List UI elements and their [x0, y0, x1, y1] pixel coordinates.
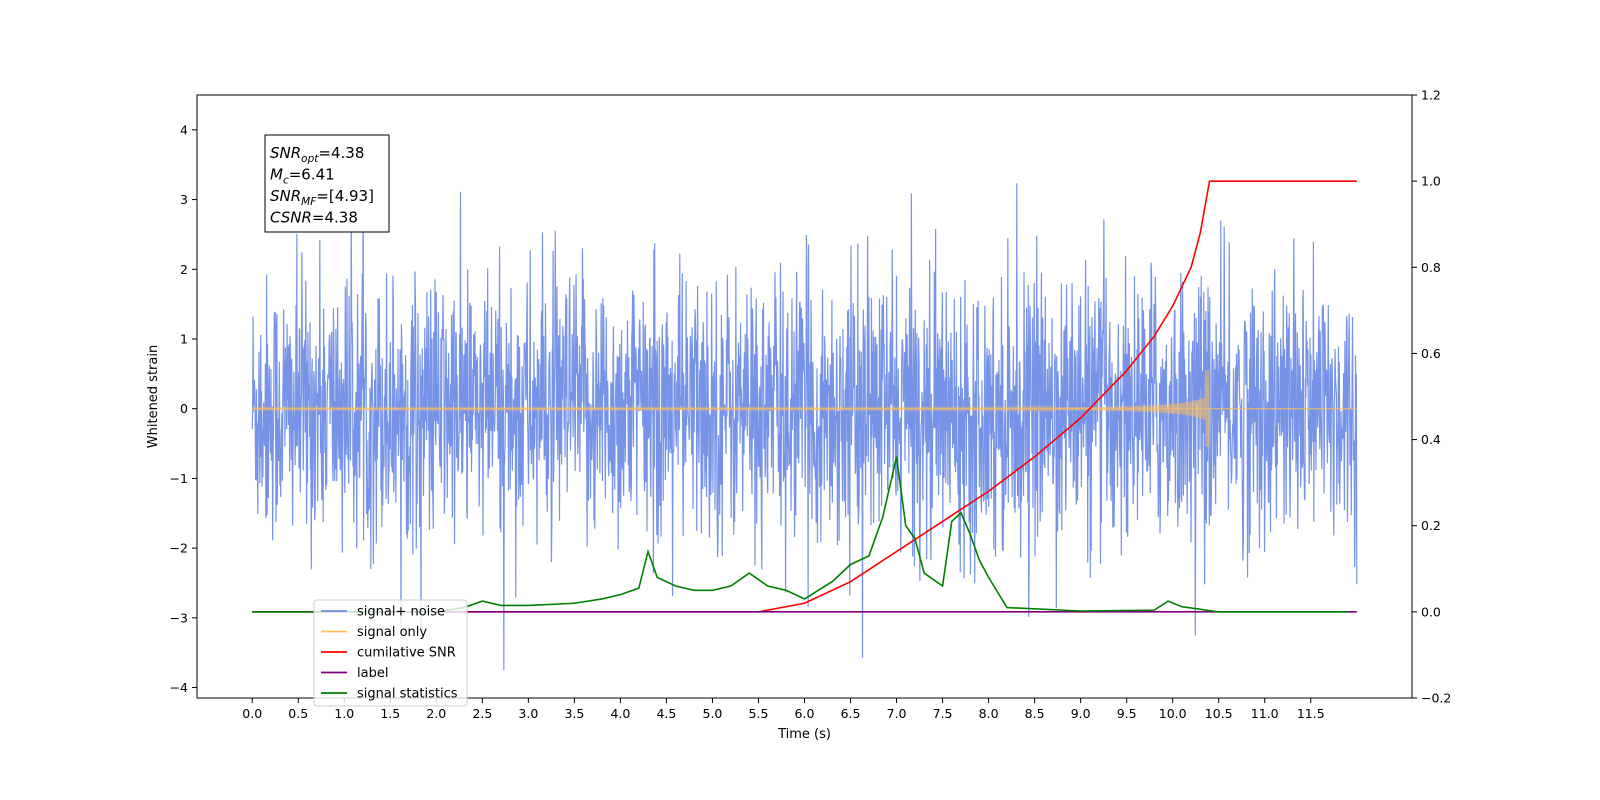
legend-entry: signal only: [357, 625, 427, 640]
x-tick-label: 5.0: [703, 706, 723, 721]
x-tick-label: 10.5: [1205, 706, 1233, 721]
x-tick-label: 6.0: [795, 706, 815, 721]
y-tick-label: 3: [180, 192, 188, 207]
y2-tick-label: 0.2: [1421, 518, 1441, 533]
x-tick-label: 7.5: [933, 706, 953, 721]
y2-tick-label: 0.6: [1421, 346, 1441, 361]
y-tick-label: −3: [170, 610, 188, 625]
x-tick-label: 1.0: [334, 706, 354, 721]
annotation-box-frame: [264, 134, 390, 233]
series-signal-statistics: [252, 456, 1348, 613]
y-tick-label: 1: [180, 331, 188, 346]
x-tick-label: 6.5: [841, 706, 861, 721]
y2-tick-label: −0.2: [1421, 691, 1451, 706]
annotation-line: SNRMF=[4.93]: [270, 187, 374, 208]
y-tick-label: −4: [170, 680, 188, 695]
x-tick-label: 10.0: [1159, 706, 1187, 721]
x-tick-label: 5.5: [749, 706, 769, 721]
y-axis-label: Whitened strain: [146, 345, 161, 448]
x-tick-label: 0.5: [288, 706, 308, 721]
x-tick-label: 4.5: [656, 706, 676, 721]
annotation-line: CSNR=4.38: [270, 209, 358, 227]
x-tick-label: 3.5: [564, 706, 584, 721]
series-signal-noise: [251, 156, 1358, 671]
x-tick-label: 11.0: [1251, 706, 1279, 721]
y2-tick-label: 0.4: [1421, 432, 1441, 447]
y-tick-label: −2: [170, 541, 188, 556]
legend-entry: cumilative SNR: [357, 646, 456, 661]
series-cumulative-snr: [252, 180, 1357, 613]
y2-tick-label: 1.0: [1421, 174, 1441, 189]
legend-entry: signal+ noise: [357, 605, 445, 620]
legend-entry: label: [357, 666, 388, 681]
legend-entry: signal statistics: [357, 687, 458, 702]
x-tick-label: 2.5: [472, 706, 492, 721]
y-tick-label: −1: [170, 471, 188, 486]
x-axis-label: Time (s): [777, 727, 831, 742]
annotation-line: Mc=6.41: [270, 166, 335, 187]
x-tick-label: 1.5: [380, 706, 400, 721]
x-tick-label: 3.0: [518, 706, 538, 721]
x-tick-label: 0.0: [242, 706, 262, 721]
y2-tick-label: 0.8: [1421, 260, 1441, 275]
x-tick-label: 11.5: [1297, 706, 1325, 721]
y-tick-label: 0: [180, 401, 188, 416]
x-tick-label: 9.0: [1071, 706, 1091, 721]
legend: signal+ noise signal only cumilative SNR la…: [313, 599, 468, 707]
annotation-line: SNRopt=4.38: [270, 144, 364, 165]
y-axis-left: −4 −3 −2 −1 0 1 2 3 4: [170, 122, 197, 695]
x-tick-label: 8.5: [1025, 706, 1045, 721]
y-axis-right: −0.2 0.0 0.2 0.4 0.6 0.8 1.0 1.2: [1412, 88, 1451, 706]
x-tick-label: 4.0: [610, 706, 630, 721]
legend-frame: [313, 599, 468, 707]
y-tick-label: 2: [180, 262, 188, 277]
y2-tick-label: 1.2: [1421, 88, 1441, 103]
x-tick-label: 9.5: [1117, 706, 1137, 721]
x-tick-label: 2.0: [426, 706, 446, 721]
x-tick-label: 7.0: [887, 706, 907, 721]
y-tick-label: 4: [180, 122, 188, 137]
plot-area: [251, 156, 1358, 671]
y2-tick-label: 0.0: [1421, 604, 1441, 619]
x-tick-label: 8.0: [979, 706, 999, 721]
x-axis: 0.0 0.5 1.0 1.5 2.0 2.5 3.0 3.5 4.0 4.5 5.0 5.5 6.0 6…: [242, 698, 1325, 721]
